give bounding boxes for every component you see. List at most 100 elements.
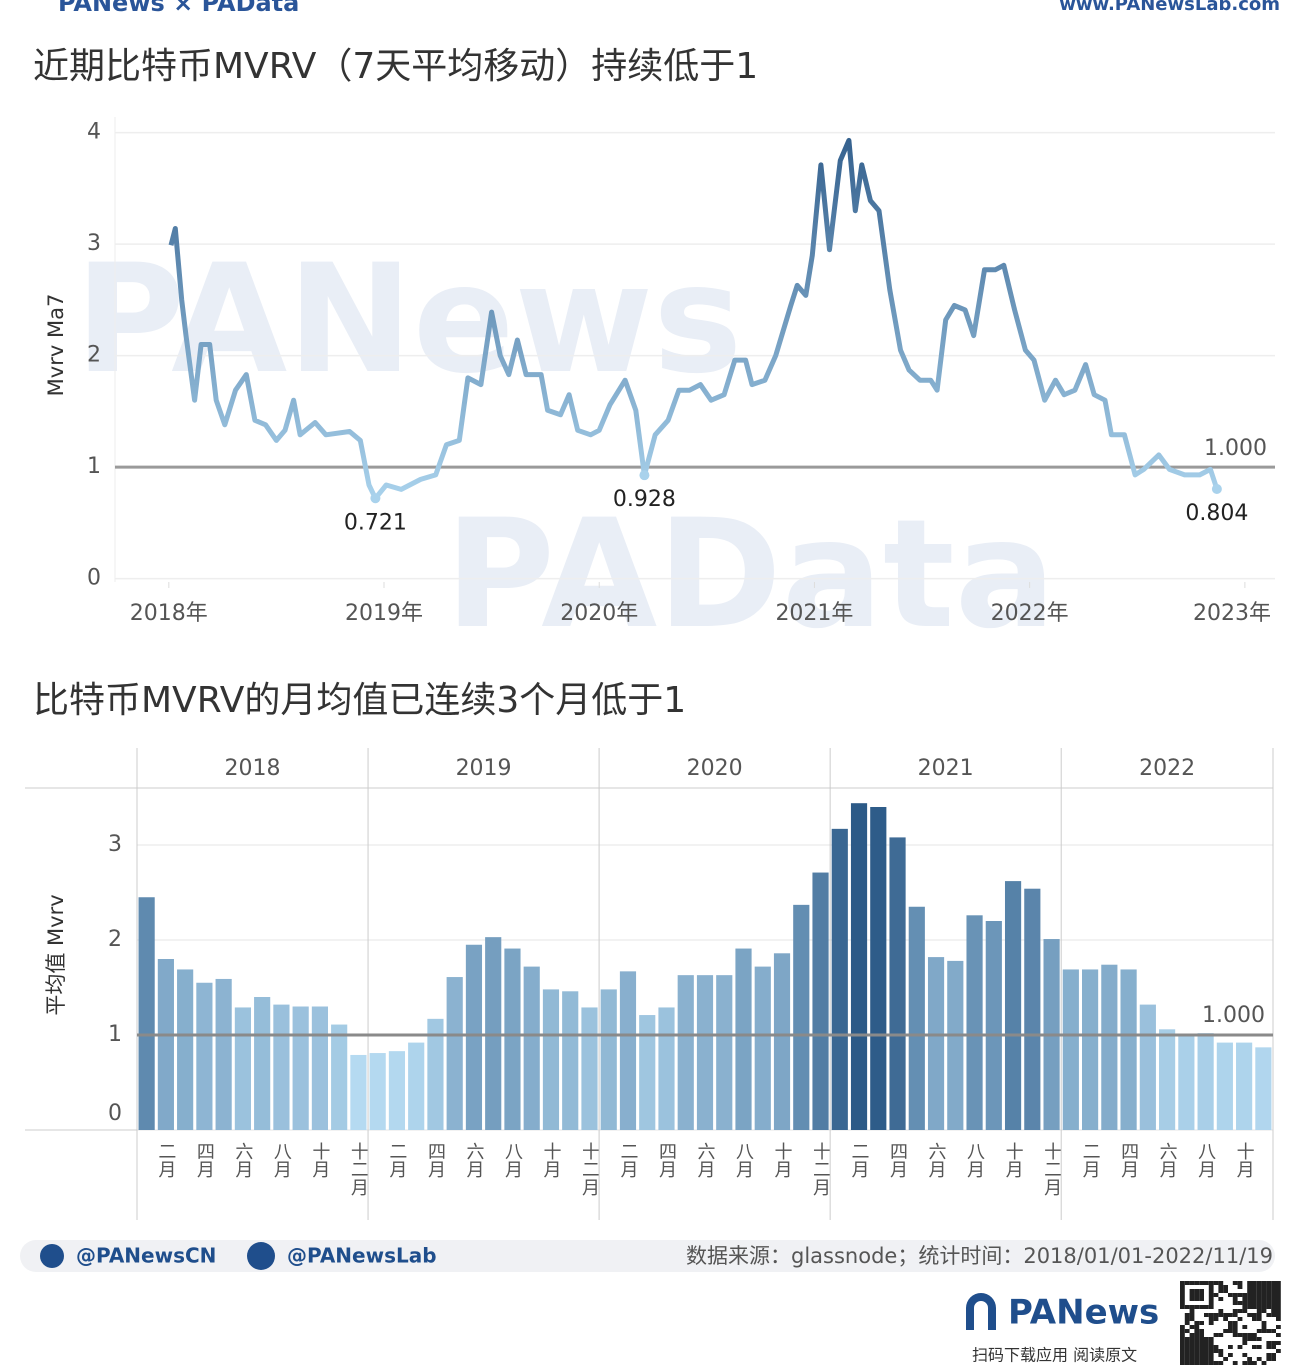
qr-cell [1242,1297,1248,1301]
qr-cell [1189,1281,1195,1285]
qr-cell [1232,1309,1238,1313]
qr-cell [1194,1353,1200,1357]
qr-cell [1199,1321,1204,1325]
y-tick-label: 0 [108,1101,122,1126]
qr-cell [1213,1349,1219,1353]
bar [716,975,733,1130]
qr-cell [1208,1357,1214,1361]
bar [388,1051,406,1130]
qr-cell [1252,1333,1257,1337]
chart-title: 近期比特币MVRV（7天平均移动）持续低于1 [33,46,758,87]
qr-cell [1208,1289,1214,1293]
qr-cell [1232,1321,1238,1325]
qr-cell [1228,1345,1233,1349]
bar [773,953,791,1130]
qr-cell [1189,1345,1195,1349]
qr-cell [1199,1281,1204,1285]
qr-cell [1189,1333,1195,1337]
qr-cell [1232,1313,1238,1317]
bar [1159,1029,1176,1130]
bar [735,948,752,1130]
bar [754,966,771,1130]
x-tick-label: 四月 [656,1142,677,1178]
twitter-handle: @PANewsCN [76,1244,216,1268]
qr-cell [1184,1345,1190,1349]
data-source: 数据来源：glassnode；统计时间：2018/01/01-2022/11/1… [686,1244,1273,1268]
bar [985,921,1002,1130]
line-chart: 0 1 2 3 4 2018年 2019年 2020年 2021年 2022年 2023年 1.000… [87,117,1275,626]
qr-cell [1223,1329,1228,1333]
qr-cell [1180,1353,1185,1357]
x-tick-label: 2021年 [775,601,853,626]
qr-cell [1232,1361,1238,1365]
qr-cell [1276,1309,1281,1313]
bar [966,915,983,1130]
qr-cell [1208,1313,1214,1317]
qr-cell [1252,1301,1257,1305]
qr-cell [1276,1325,1281,1329]
qr-cell [1180,1357,1185,1361]
qr-caption: 扫码下载应用 阅读原文 [972,1346,1137,1365]
bar [504,948,521,1130]
facebook-handle: @PANewsLab [287,1244,437,1268]
x-tick-label: 十月 [309,1142,330,1178]
qr-cell [1252,1297,1257,1301]
qr-cell [1204,1313,1209,1317]
qr-cell [1261,1289,1267,1293]
qr-cell [1184,1361,1190,1365]
y-tick-label: 1 [87,454,101,479]
qr-cell [1189,1297,1195,1301]
bar [465,944,483,1130]
qr-cell [1194,1349,1200,1353]
qr-cell [1252,1289,1257,1293]
qr-cell [1266,1281,1272,1285]
bar [1024,888,1041,1130]
qr-cell [1180,1305,1185,1309]
qr-cell [1184,1317,1190,1321]
bar [523,966,540,1130]
qr-cell [1252,1281,1257,1285]
qr-cell [1232,1325,1238,1329]
qr-cell [1184,1349,1190,1353]
qr-cell [1256,1305,1262,1309]
qr-cell [1256,1281,1262,1285]
qr-cell [1208,1341,1214,1345]
qr-cell [1256,1297,1262,1301]
qr-cell [1184,1357,1190,1361]
qr-cell [1232,1333,1238,1337]
x-tick-label: 六月 [1157,1142,1178,1178]
qr-cell [1247,1333,1252,1337]
qr-cell [1199,1349,1204,1353]
qr-cell [1180,1341,1185,1345]
qr-cell [1261,1293,1267,1297]
qr-cell [1252,1285,1257,1289]
facet-label: 2022 [1139,756,1195,781]
qr-cell [1252,1293,1257,1297]
qr-cell [1218,1309,1224,1313]
facet-label: 2020 [687,756,743,781]
qr-cell [1199,1337,1204,1341]
facet-label: 2021 [918,756,974,781]
qr-cell [1276,1285,1281,1289]
qr-cell [1237,1301,1243,1305]
bar [1081,969,1099,1130]
qr-cell [1184,1353,1190,1357]
bar [1178,1035,1195,1130]
facet-label: 2018 [225,756,281,781]
qr-cell [1256,1309,1262,1313]
qr-cell [1180,1293,1185,1297]
qr-cell [1199,1305,1204,1309]
x-tick-label: 十月 [540,1142,561,1178]
qr-cell [1194,1289,1200,1293]
qr-cell [1189,1289,1195,1293]
qr-cell [1242,1333,1248,1337]
qr-cell [1213,1293,1219,1297]
bar [1197,1033,1214,1130]
bar [1062,969,1079,1130]
qr-cell [1271,1353,1276,1357]
qr-cell [1180,1337,1185,1341]
bar [408,1042,425,1130]
qr-cell [1232,1281,1238,1285]
qr-cell [1228,1325,1233,1329]
footer-bar [20,1240,1275,1272]
